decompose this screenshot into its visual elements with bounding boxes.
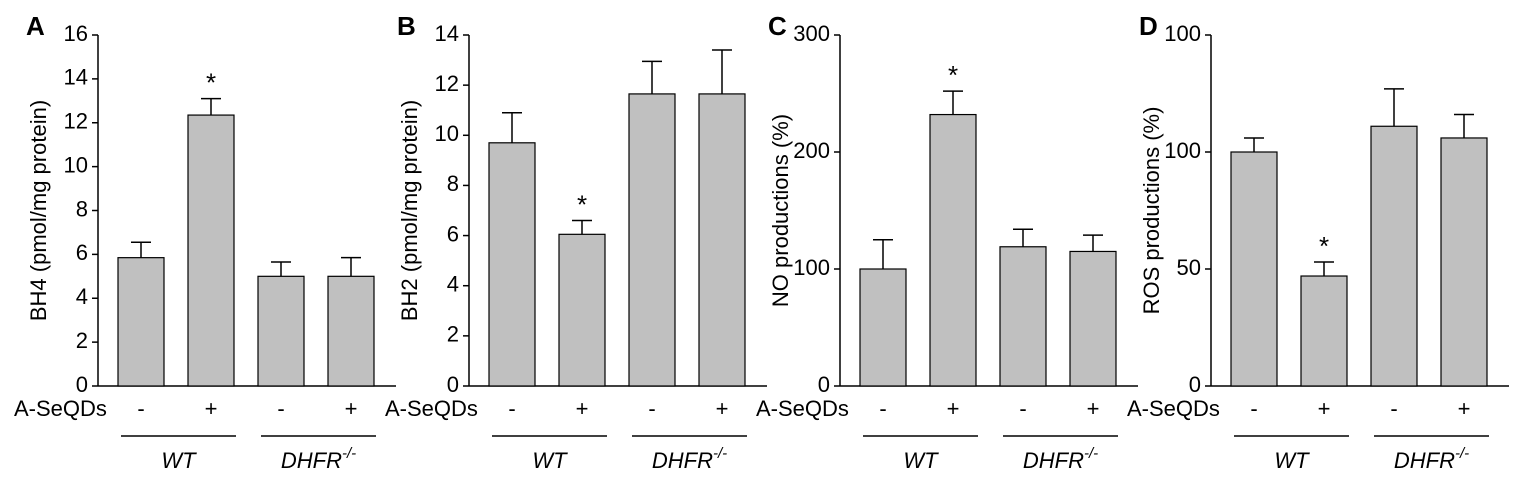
- y-tick-label: 100: [793, 255, 830, 280]
- x-tick-label: +: [716, 396, 729, 421]
- y-tick-label: 0: [447, 372, 459, 397]
- y-tick-label: 6: [76, 240, 88, 265]
- y-tick-label: 0: [818, 372, 830, 397]
- group-name: DHFR: [652, 448, 713, 473]
- group-name: WT: [1274, 448, 1310, 473]
- x-tick-label: -: [1019, 396, 1026, 421]
- x-tick-label: +: [1087, 396, 1100, 421]
- panel-letter: B: [397, 11, 416, 41]
- significance-star: *: [1319, 231, 1329, 261]
- x-tick-label: -: [277, 396, 284, 421]
- significance-star: *: [206, 67, 216, 97]
- bar: [187, 114, 235, 387]
- x-tick-label: -: [137, 396, 144, 421]
- panel: C NO productions (%) 0 100 200 300 A-SeQDs - * + -…: [756, 11, 1138, 473]
- y-tick-label: 10: [64, 152, 88, 177]
- y-tick-label: 100: [1164, 21, 1201, 46]
- group-label: DHFR-/-: [652, 445, 727, 473]
- y-tick-label: 100: [1164, 138, 1201, 163]
- y-tick-label: 4: [76, 284, 88, 309]
- group-label: WT: [532, 448, 568, 473]
- bar: [1370, 125, 1418, 387]
- significance-star: *: [948, 60, 958, 90]
- bar: [929, 113, 977, 387]
- bar: [488, 142, 536, 387]
- x-tick-label: -: [648, 396, 655, 421]
- group-sup: -/-: [1084, 445, 1098, 462]
- x-tick-label: +: [1458, 396, 1471, 421]
- bar: [117, 257, 165, 387]
- significance-star: *: [577, 189, 587, 219]
- y-tick-label: 10: [435, 121, 459, 146]
- bar: [257, 275, 305, 387]
- x-tick-label: -: [1390, 396, 1397, 421]
- bar: [1440, 137, 1488, 387]
- y-tick-label: 16: [64, 21, 88, 46]
- x-tick-label: -: [1250, 396, 1257, 421]
- group-label: WT: [903, 448, 939, 473]
- y-tick-label: 300: [793, 21, 830, 46]
- x-tick-label: -: [879, 396, 886, 421]
- y-tick-label: 0: [1189, 372, 1201, 397]
- y-tick-label: 50: [1177, 255, 1201, 280]
- bar: [999, 246, 1047, 387]
- x-tick-label: +: [345, 396, 358, 421]
- y-tick-label: 0: [76, 372, 88, 397]
- group-name: WT: [903, 448, 939, 473]
- group-label: WT: [1274, 448, 1310, 473]
- x-tick-label: +: [205, 396, 218, 421]
- panel: D ROS productions (%) 0 50 100 100 A-SeQDs - * + -…: [1127, 11, 1509, 473]
- group-name: DHFR: [281, 448, 342, 473]
- bar: [558, 233, 606, 387]
- bar: [698, 93, 746, 387]
- y-axis-label: ROS productions (%): [1139, 107, 1164, 315]
- group-sup: -/-: [1455, 445, 1469, 462]
- y-tick-label: 200: [793, 138, 830, 163]
- y-tick-label: 2: [447, 322, 459, 347]
- y-tick-label: 8: [447, 171, 459, 196]
- row-label: A-SeQDs: [756, 396, 849, 421]
- row-label: A-SeQDs: [14, 396, 107, 421]
- bar: [1069, 250, 1117, 387]
- y-axis-label: NO productions (%): [768, 114, 793, 307]
- group-name: WT: [532, 448, 568, 473]
- x-tick-label: +: [947, 396, 960, 421]
- group-name: WT: [161, 448, 197, 473]
- group-sup: -/-: [342, 445, 356, 462]
- group-label: WT: [161, 448, 197, 473]
- y-tick-label: 14: [64, 65, 88, 90]
- y-tick-label: 12: [435, 71, 459, 96]
- panel-letter: C: [768, 11, 787, 41]
- group-name: DHFR: [1394, 448, 1455, 473]
- x-tick-label: -: [508, 396, 515, 421]
- panel: A BH4 (pmol/mg protein) 0 2 4 6 8 10 12 14 16 A-SeQ…: [14, 11, 396, 473]
- panel-letter: A: [26, 11, 45, 41]
- group-label: DHFR-/-: [1394, 445, 1469, 473]
- group-sup: -/-: [713, 445, 727, 462]
- bar: [1230, 151, 1278, 387]
- panel: B BH2 (pmol/mg protein) 0 2 4 6 8 10 12 14 A-SeQDs…: [385, 11, 767, 473]
- bar: [1300, 275, 1348, 387]
- x-tick-label: +: [576, 396, 589, 421]
- y-axis-label: BH2 (pmol/mg protein): [397, 100, 422, 321]
- y-tick-label: 12: [64, 109, 88, 134]
- row-label: A-SeQDs: [385, 396, 478, 421]
- y-tick-label: 4: [447, 272, 459, 297]
- panel-letter: D: [1139, 11, 1158, 41]
- bar: [327, 275, 375, 387]
- y-tick-label: 6: [447, 221, 459, 246]
- x-tick-label: +: [1318, 396, 1331, 421]
- group-label: DHFR-/-: [281, 445, 356, 473]
- y-tick-label: 8: [76, 196, 88, 221]
- y-tick-label: 14: [435, 21, 459, 46]
- row-label: A-SeQDs: [1127, 396, 1220, 421]
- bar: [859, 268, 907, 387]
- y-tick-label: 2: [76, 328, 88, 353]
- group-label: DHFR-/-: [1023, 445, 1098, 473]
- bar: [628, 93, 676, 387]
- y-axis-label: BH4 (pmol/mg protein): [26, 100, 51, 321]
- group-name: DHFR: [1023, 448, 1084, 473]
